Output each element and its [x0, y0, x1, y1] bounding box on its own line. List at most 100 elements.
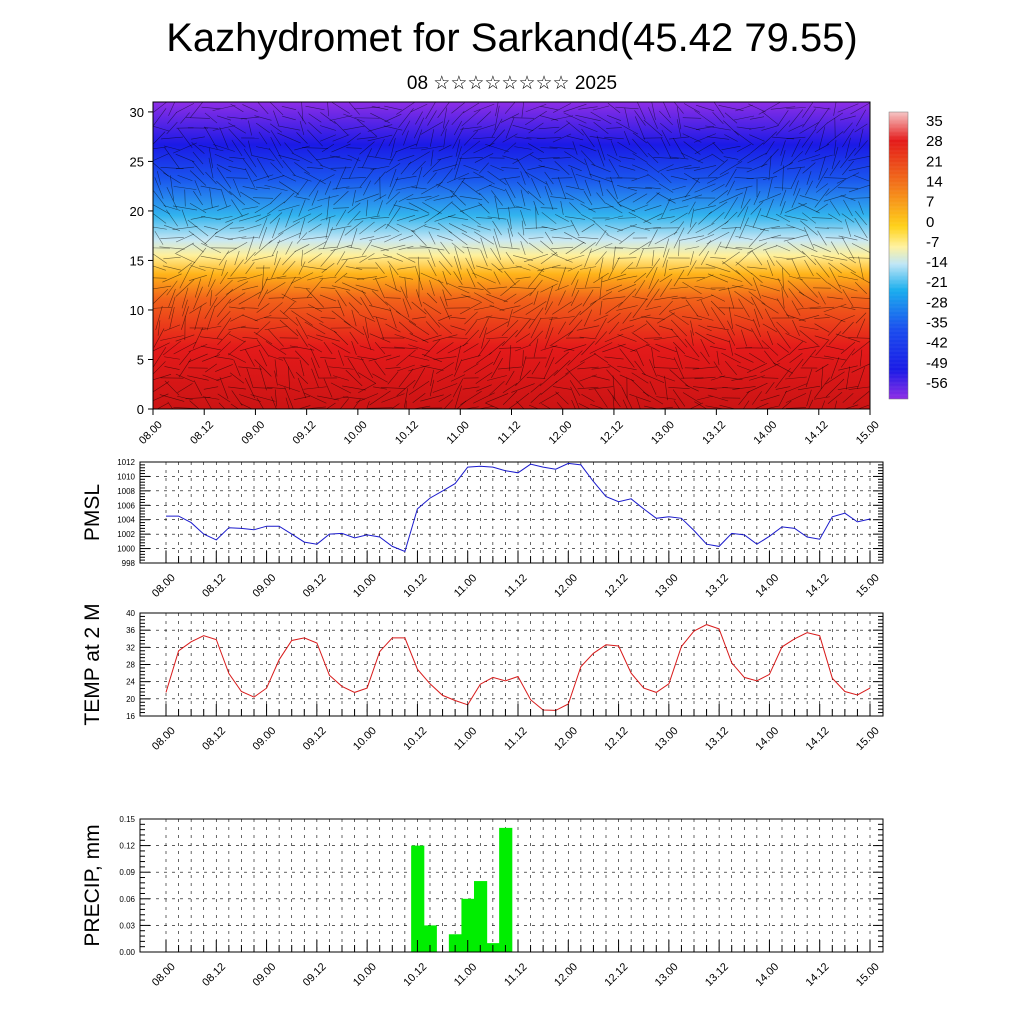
wind-barb — [329, 115, 353, 121]
wind-barb — [433, 195, 457, 201]
wind-barb — [335, 209, 347, 227]
wind-barb — [436, 362, 454, 374]
wind-barb — [421, 145, 443, 151]
wind-barb — [271, 257, 281, 279]
wind-barb — [840, 147, 856, 169]
wind-barb — [753, 319, 761, 337]
wind-barb — [679, 277, 705, 279]
precip-bar — [448, 934, 463, 952]
wind-barb — [438, 393, 452, 403]
wind-barb — [384, 113, 402, 123]
wind-barb — [514, 136, 532, 140]
wind-barb — [303, 386, 327, 390]
wind-barb — [308, 113, 322, 123]
wind-barb — [358, 383, 376, 393]
wind-barb — [238, 224, 262, 232]
wind-barb — [370, 217, 390, 219]
wind-barb — [646, 288, 660, 308]
wind-barb — [813, 106, 831, 110]
wind-barb — [160, 237, 184, 239]
wind-barb — [788, 109, 804, 127]
wind-barb — [782, 165, 784, 191]
wind-barb — [445, 295, 471, 301]
wind-barb — [724, 134, 738, 142]
wind-barb — [612, 246, 616, 270]
wind-barb — [433, 356, 457, 360]
y-tick-label: 40 — [126, 609, 135, 618]
wind-barb — [734, 353, 754, 363]
wind-barb — [528, 122, 544, 134]
wind-barb — [164, 366, 180, 370]
wind-barb — [283, 192, 295, 204]
wind-barb — [513, 292, 533, 304]
wind-barb — [212, 125, 236, 131]
wind-barb — [776, 353, 790, 363]
x-tick-label: 08.12 — [200, 961, 228, 989]
wind-barb — [153, 146, 167, 150]
wind-barb — [257, 102, 269, 115]
wind-barb — [842, 160, 854, 176]
wind-barb — [279, 310, 299, 326]
wind-barb — [694, 376, 716, 380]
wind-barb — [737, 198, 751, 218]
wind-barb — [814, 143, 830, 153]
wind-barb — [660, 279, 672, 297]
wind-barb — [396, 102, 416, 115]
wind-barb — [515, 276, 531, 280]
wind-barb — [605, 202, 623, 214]
wind-barb — [294, 162, 310, 174]
wind-barb — [668, 387, 690, 389]
wind-barb — [775, 367, 791, 389]
wind-barb — [229, 156, 245, 160]
wind-barb — [749, 116, 765, 120]
wind-barb — [462, 246, 480, 250]
wind-barb — [189, 302, 207, 314]
wind-barb — [815, 340, 829, 356]
wind-barb — [696, 294, 714, 302]
wind-barb — [761, 148, 779, 168]
wind-barb — [575, 173, 601, 183]
wind-barb — [450, 325, 466, 331]
wind-barb — [346, 187, 362, 189]
wind-barb — [580, 242, 596, 254]
wind-barb — [391, 403, 400, 409]
wind-barb — [844, 219, 852, 237]
wind-barb — [781, 287, 785, 309]
wind-barb — [415, 111, 423, 125]
wind-barb — [786, 314, 806, 322]
wind-barb — [792, 319, 800, 337]
wind-barb — [302, 147, 328, 149]
wind-barb — [749, 134, 765, 142]
wind-barb — [212, 105, 236, 111]
wind-barb — [565, 241, 585, 255]
wind-barb — [538, 165, 560, 171]
wind-barb — [201, 242, 221, 254]
wind-barb — [173, 341, 197, 355]
wind-barb — [369, 333, 391, 343]
wind-barb — [266, 282, 286, 294]
wind-barb — [343, 125, 365, 131]
wind-barb — [254, 240, 272, 256]
wind-barb — [738, 391, 750, 405]
panel-frame — [139, 818, 884, 953]
wind-barb — [216, 298, 232, 318]
wind-barb — [801, 212, 817, 224]
x-tick-label: 11.12 — [502, 572, 529, 599]
cross-section-field — [153, 102, 870, 409]
wind-barb — [800, 244, 818, 252]
wind-barb — [463, 164, 479, 172]
wind-barb — [295, 372, 309, 384]
wind-barb — [588, 206, 614, 210]
wind-barb — [373, 315, 387, 321]
wind-barb — [838, 365, 858, 371]
wind-barb — [579, 374, 597, 382]
wind-barb — [694, 205, 716, 211]
wind-barb — [440, 241, 450, 255]
colorbar-scale — [889, 112, 908, 399]
wind-barb — [493, 236, 501, 260]
wind-barb — [410, 103, 428, 113]
wind-barb — [189, 400, 200, 409]
wind-barb — [424, 225, 440, 231]
wind-barb — [217, 393, 231, 403]
